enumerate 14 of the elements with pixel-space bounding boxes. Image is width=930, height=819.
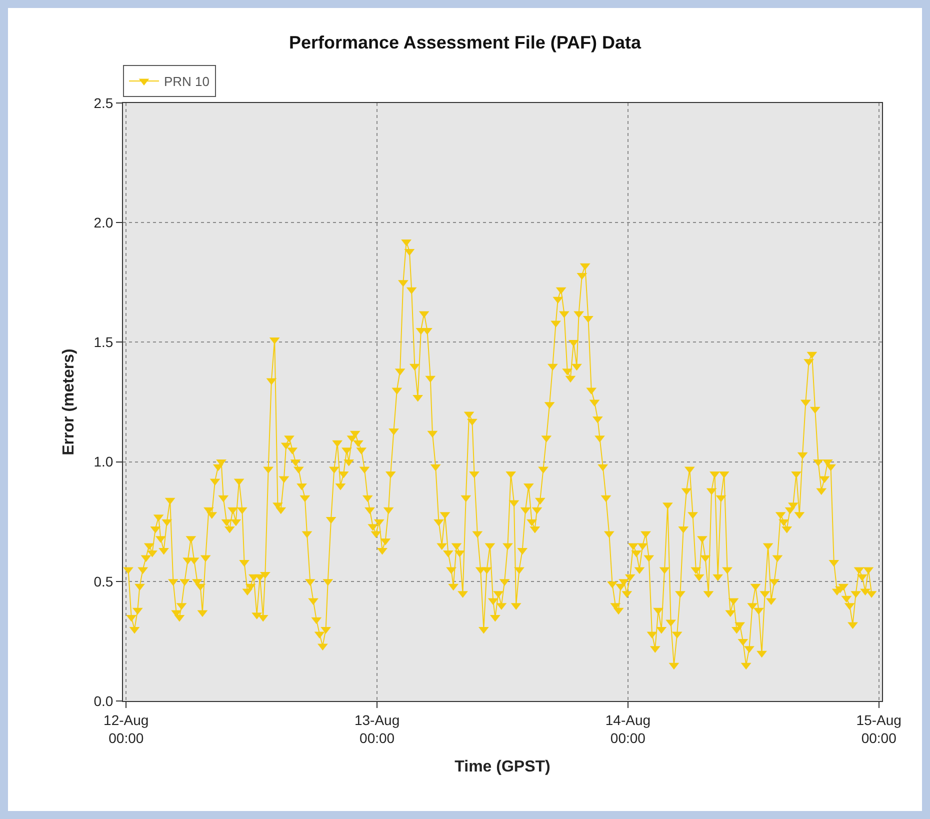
x-tick-label: 15-Aug 00:00	[856, 712, 902, 746]
y-tick-label: 2.0	[94, 214, 114, 230]
y-tick-label: 1.5	[94, 334, 114, 350]
legend-label: PRN 10	[164, 74, 210, 90]
y-tick-label: 0.0	[94, 692, 114, 709]
y-axis-title: Error (meters)	[60, 348, 78, 456]
y-tick-label: 1.0	[94, 454, 114, 470]
x-tick-label: 12-Aug 00:00	[104, 712, 149, 746]
y-tick-label: 2.5	[94, 94, 114, 111]
x-tick-label: 13-Aug 00:00	[354, 712, 400, 746]
y-tick-label: 0.5	[94, 573, 114, 590]
x-axis-title: Time (GPST)	[454, 758, 550, 776]
chart-title: Performance Assessment File (PAF) Data	[288, 32, 642, 53]
x-tick-label: 14-Aug 00:00	[605, 712, 651, 746]
